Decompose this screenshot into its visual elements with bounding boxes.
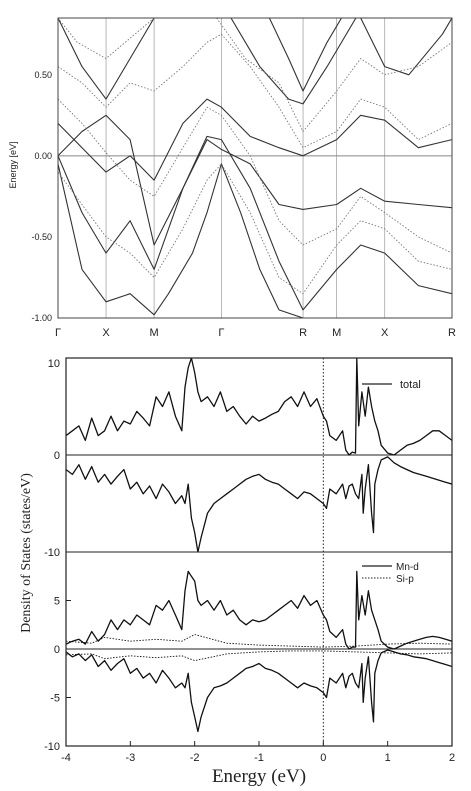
dos-total-subplot: 10 0 -10 [44,357,452,559]
dos-x-tick-label: 1 [385,752,391,764]
band-curve-solid [58,18,155,100]
dos-projected-curve-mn-d [66,649,452,733]
band-kpoint-label: R [299,327,307,339]
dos-projected-curve-si-p [66,634,452,648]
band-curve-solid [58,163,304,318]
dos-x-axis-label: Energy (eV) [212,766,306,787]
band-curve-solid [58,139,452,270]
band-y-tick-label: 0.00 [34,151,52,161]
band-plot-frame [57,17,453,319]
dos-projected-y-tick-label: -10 [44,741,60,753]
dos-projected-subplot: 5 0 -5 -10 [44,570,452,753]
dos-total-y-tick-label: 0 [54,450,60,462]
dos-x-tick-label: -4 [61,752,71,764]
dos-x-tick-label: 0 [320,752,326,764]
dos-projected-curves [66,570,452,733]
band-y-tick-label: -0.50 [31,232,52,242]
dos-projected-y-tick-label: 0 [54,644,60,656]
band-y-axis-label: Energy [eV] [8,141,18,188]
band-curve-dotted [58,18,155,59]
dos-projected-curve-si-p [66,650,452,662]
band-kpoint-label: Γ [55,327,61,339]
band-structure-panel: 0.50 0.00 -0.50 -1.00 Γ X M Γ R M X R Energy [eV] [8,17,456,339]
band-y-tick-label: -1.00 [31,313,52,323]
band-curve-solid [360,18,452,76]
dos-x-tick-label: -3 [125,752,135,764]
band-curve-dotted [58,163,452,295]
band-kpoint-label: M [150,327,159,339]
band-kpoint-label: M [332,327,341,339]
band-kpoint-label: X [381,327,389,339]
dos-projected-curve-mn-d [66,570,452,650]
band-curve-dotted [216,18,452,132]
dos-x-tick-label: 2 [449,752,455,764]
band-curve-solid [58,98,452,181]
band-kpoint-gridlines [57,18,453,318]
band-kpoint-label: Γ [218,327,224,339]
band-kpoint-label: R [448,327,456,339]
dos-total-legend: total [362,379,421,391]
legend-label-mn-d: Mn-d [396,562,419,573]
dos-projected-legend: Mn-d Si-p [362,562,419,585]
dos-total-curve-total [66,358,452,456]
dos-y-axis-label: Density of States (states/eV) [19,473,34,633]
band-y-ticks: 0.50 0.00 -0.50 -1.00 [31,70,52,323]
dos-x-tick-label: -2 [190,752,200,764]
legend-label-si-p: Si-p [396,574,414,585]
dos-total-y-tick-label: 10 [48,358,60,370]
dos-total-curves [66,358,452,553]
dos-panel: 100-10 50-5-10 -4 -3 -2 -1 0 1 2 total Mn-d Si… [19,357,455,787]
dos-total-y-tick-label: -10 [44,547,60,559]
dos-total-curve-total [66,456,452,553]
band-kpoint-label: X [102,327,110,339]
band-curve-solid [268,18,342,92]
dos-projected-y-tick-label: -5 [50,693,60,705]
band-curve-solid [58,114,452,311]
band-curve-dotted [58,98,452,254]
dos-x-tick-label: -1 [254,752,264,764]
band-y-tick-label: 0.50 [34,70,52,80]
band-curves [58,18,452,318]
legend-label-total: total [400,379,421,391]
dos-projected-y-tick-label: 5 [54,596,60,608]
dos-x-ticks: -4 -3 -2 -1 0 1 2 [61,741,455,764]
band-curve-dotted [58,33,452,149]
band-curve-solid [230,18,357,105]
